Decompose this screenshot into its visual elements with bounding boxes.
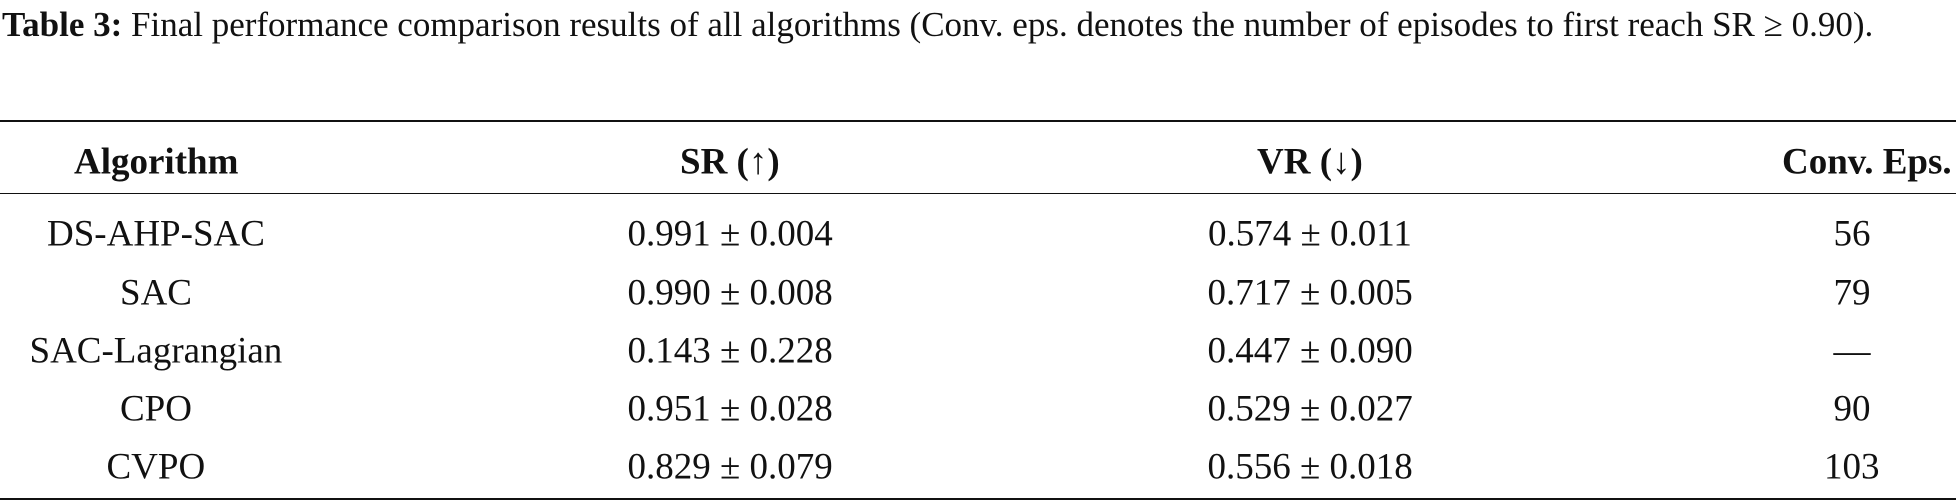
table-cell: 0.574 ± 0.011: [1208, 213, 1412, 255]
table-cell: 0.990 ± 0.008: [627, 272, 833, 314]
bottom-rule: [0, 498, 1956, 500]
table-cell: 0.717 ± 0.005: [1207, 272, 1413, 314]
table-cell: DS-AHP-SAC: [47, 213, 265, 255]
table-cell: 0.829 ± 0.079: [627, 446, 833, 488]
table-cell: CVPO: [106, 446, 206, 488]
header-cell: VR (↓): [1257, 141, 1363, 183]
header-cell: Algorithm: [74, 141, 239, 183]
header-cell: Conv. Eps.: [1782, 141, 1952, 183]
table-cell: 0.951 ± 0.028: [627, 388, 833, 430]
header-rule: [0, 193, 1956, 194]
caption: Table 3: Final performance comparison re…: [2, 2, 1952, 48]
table-cell: 90: [1833, 388, 1871, 430]
table-cell: 0.143 ± 0.228: [627, 330, 833, 372]
header-cell: SR (↑): [680, 141, 780, 183]
table-cell: 0.556 ± 0.018: [1207, 446, 1413, 488]
table-cell: 0.529 ± 0.027: [1207, 388, 1413, 430]
top-rule: [0, 120, 1956, 122]
table-cell: SAC-Lagrangian: [29, 330, 283, 372]
table-cell: 56: [1833, 213, 1871, 255]
caption-label: Table 3:: [2, 5, 123, 44]
caption-text: Final performance comparison results of …: [131, 5, 1874, 44]
table-cell: 0.991 ± 0.004: [627, 213, 833, 255]
table-cell: 0.447 ± 0.090: [1207, 330, 1413, 372]
table-cell: 103: [1824, 446, 1880, 488]
table-cell: CPO: [120, 388, 192, 430]
table-cell: 79: [1833, 272, 1871, 314]
table-cell: —: [1833, 330, 1871, 372]
table-cell: SAC: [120, 272, 192, 314]
